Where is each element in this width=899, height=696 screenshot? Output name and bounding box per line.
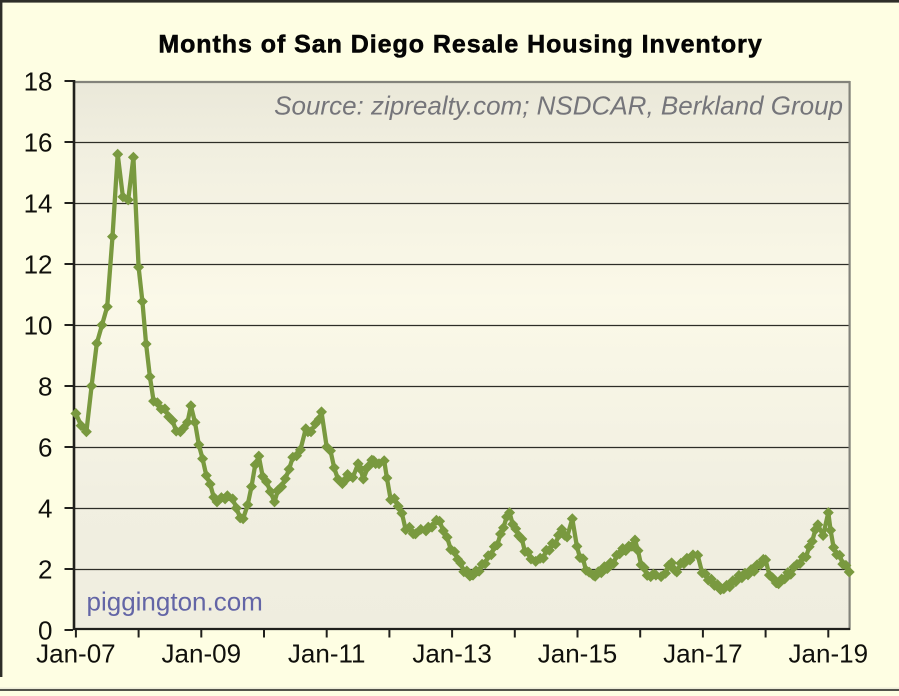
svg-text:Jan-15: Jan-15: [538, 639, 618, 669]
svg-text:0: 0: [38, 615, 52, 645]
svg-text:6: 6: [38, 432, 52, 462]
svg-text:Jan-11: Jan-11: [288, 639, 366, 669]
svg-text:2: 2: [38, 554, 52, 584]
svg-text:Source: ziprealty.com; NSDCAR,: Source: ziprealty.com; NSDCAR, Berkland …: [274, 91, 843, 121]
svg-text:Jan-19: Jan-19: [789, 639, 869, 669]
svg-text:piggington.com: piggington.com: [87, 587, 263, 617]
svg-text:Months of San Diego Resale Hou: Months of San Diego Resale Housing Inven…: [158, 31, 762, 59]
svg-text:14: 14: [24, 188, 53, 218]
svg-text:12: 12: [24, 249, 53, 279]
svg-text:Jan-09: Jan-09: [162, 639, 242, 669]
svg-text:4: 4: [38, 493, 52, 523]
svg-text:16: 16: [24, 127, 53, 157]
svg-text:18: 18: [24, 66, 53, 96]
svg-text:10: 10: [24, 310, 53, 340]
svg-text:Jan-13: Jan-13: [412, 639, 492, 669]
svg-text:8: 8: [38, 371, 52, 401]
svg-text:Jan-07: Jan-07: [36, 639, 116, 669]
svg-text:Jan-17: Jan-17: [663, 639, 743, 669]
